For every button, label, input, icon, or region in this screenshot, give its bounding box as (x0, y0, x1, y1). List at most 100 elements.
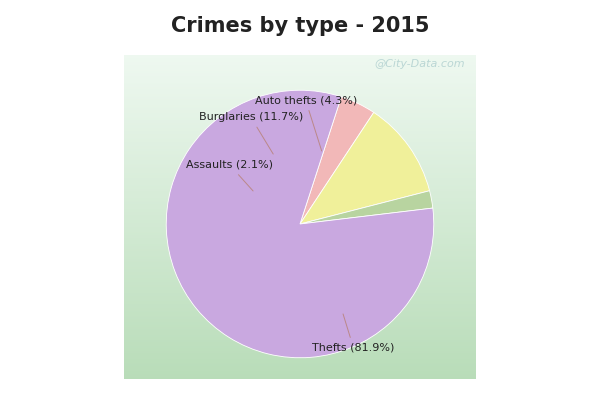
Wedge shape (300, 97, 374, 224)
Bar (124, 225, 476, 227)
Bar (124, 104, 476, 105)
Text: Burglaries (11.7%): Burglaries (11.7%) (199, 112, 303, 154)
Bar (124, 96, 476, 97)
Bar (124, 288, 476, 290)
Bar (124, 364, 476, 366)
Bar (124, 274, 476, 275)
Bar (124, 78, 476, 79)
Bar (124, 147, 476, 149)
Bar (124, 227, 476, 228)
Bar (124, 236, 476, 238)
Bar (124, 233, 476, 235)
Bar (124, 300, 476, 301)
Bar (124, 356, 476, 358)
Bar (124, 249, 476, 251)
Bar (124, 361, 476, 363)
Bar (124, 154, 476, 156)
Bar (124, 309, 476, 311)
Bar (124, 258, 476, 259)
Text: Crimes by type - 2015: Crimes by type - 2015 (171, 16, 429, 36)
Bar (124, 191, 476, 193)
Bar (124, 290, 476, 292)
Bar (124, 62, 476, 63)
Bar (124, 376, 476, 377)
Bar (124, 89, 476, 91)
Bar (124, 224, 476, 225)
Bar (124, 209, 476, 210)
Bar (124, 330, 476, 332)
Bar (124, 198, 476, 199)
Bar (124, 301, 476, 303)
Bar (124, 60, 476, 62)
Bar (124, 193, 476, 194)
Bar (124, 86, 476, 88)
Bar (124, 374, 476, 376)
Bar (124, 303, 476, 304)
Bar (124, 345, 476, 346)
Bar (124, 181, 476, 183)
Bar (124, 159, 476, 160)
Bar (124, 340, 476, 342)
Bar (124, 68, 476, 70)
Bar (124, 202, 476, 204)
Wedge shape (166, 90, 434, 358)
Bar (124, 149, 476, 150)
Bar (124, 136, 476, 138)
Bar (124, 335, 476, 337)
Bar (124, 296, 476, 298)
Bar (124, 354, 476, 356)
Bar (124, 162, 476, 164)
Bar (124, 358, 476, 360)
Bar (124, 240, 476, 241)
Bar (124, 298, 476, 300)
Bar (124, 141, 476, 142)
Bar (124, 84, 476, 86)
Bar (124, 314, 476, 316)
Bar (124, 105, 476, 107)
Bar (124, 210, 476, 212)
Bar (124, 120, 476, 122)
Bar (124, 167, 476, 168)
Bar (124, 184, 476, 186)
Bar (124, 295, 476, 296)
Bar (124, 235, 476, 236)
Bar (124, 76, 476, 78)
Bar (124, 228, 476, 230)
Bar (124, 320, 476, 322)
Bar (124, 261, 476, 262)
Bar (124, 293, 476, 295)
Bar (124, 206, 476, 207)
Bar (124, 306, 476, 308)
Bar (124, 360, 476, 361)
Bar (124, 188, 476, 190)
Bar (124, 282, 476, 283)
Bar (124, 150, 476, 152)
Bar (124, 138, 476, 139)
Bar (124, 230, 476, 232)
Bar (124, 204, 476, 206)
Bar (124, 269, 476, 270)
Bar (124, 65, 476, 66)
Bar (124, 316, 476, 317)
Bar (124, 334, 476, 335)
Bar (124, 201, 476, 202)
Bar (124, 285, 476, 286)
Bar (124, 118, 476, 120)
Bar (124, 82, 476, 84)
Bar (124, 283, 476, 285)
Bar (124, 319, 476, 320)
Bar (124, 343, 476, 345)
Bar (124, 350, 476, 351)
Bar (124, 71, 476, 73)
Bar (124, 58, 476, 60)
Bar (124, 175, 476, 176)
Bar (124, 128, 476, 130)
Bar (124, 186, 476, 188)
Bar (124, 100, 476, 102)
Bar (124, 183, 476, 184)
Bar (124, 97, 476, 99)
Bar (124, 308, 476, 309)
Bar (124, 280, 476, 282)
Bar (124, 338, 476, 340)
Bar (124, 108, 476, 110)
